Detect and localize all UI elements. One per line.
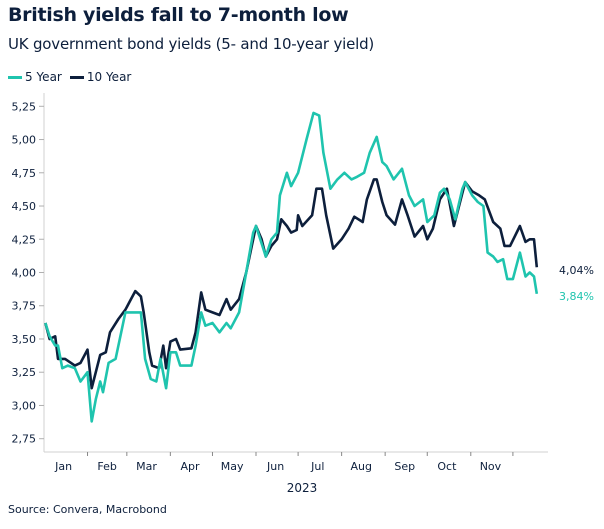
x-tick-label: Nov	[480, 460, 502, 473]
y-tick-label: 4,50	[12, 200, 37, 213]
y-tick-label: 5,00	[12, 134, 37, 147]
end-label-5-year: 3,84%	[559, 290, 594, 303]
x-tick-label: Apr	[180, 460, 200, 473]
x-tick-label: May	[221, 460, 244, 473]
legend-item-5-year: 5 Year	[8, 70, 62, 84]
x-axis-label: 2023	[287, 481, 318, 495]
x-tick-label: Jan	[54, 460, 72, 473]
legend-item-10-year: 10 Year	[69, 70, 132, 84]
legend-label-5-year: 5 Year	[25, 70, 62, 84]
y-tick-label: 3,25	[12, 366, 37, 379]
legend: 5 Year 10 Year	[8, 70, 131, 84]
y-tick-label: 3,00	[12, 399, 37, 412]
x-tick-label: Oct	[437, 460, 457, 473]
x-tick-label: Jul	[310, 460, 324, 473]
x-tick-label: Aug	[351, 460, 372, 473]
x-tick-label: Feb	[97, 460, 116, 473]
series-line-10-year	[44, 178, 539, 390]
legend-swatch-10-year	[69, 75, 84, 79]
legend-label-10-year: 10 Year	[86, 70, 132, 84]
chart-subtitle: UK government bond yields (5- and 10-yea…	[8, 35, 375, 53]
y-tick-label: 3,50	[12, 333, 37, 346]
series-line-5-year	[44, 111, 539, 423]
y-tick-label: 4,00	[12, 267, 37, 280]
y-tick-label: 4,25	[12, 233, 37, 246]
y-tick-label: 5,25	[12, 100, 37, 113]
y-tick-label: 2,75	[12, 433, 37, 446]
legend-swatch-5-year	[8, 75, 22, 79]
y-tick-label: 3,75	[12, 300, 37, 313]
x-tick-label: Jun	[266, 460, 284, 473]
x-tick-label: Mar	[136, 460, 157, 473]
x-tick-label: Sep	[394, 460, 415, 473]
y-tick-label: 4,75	[12, 167, 37, 180]
chart-title: British yields fall to 7-month low	[8, 4, 349, 26]
source-note: Source: Convera, Macrobond	[8, 503, 167, 516]
end-label-10-year: 4,04%	[559, 264, 594, 277]
